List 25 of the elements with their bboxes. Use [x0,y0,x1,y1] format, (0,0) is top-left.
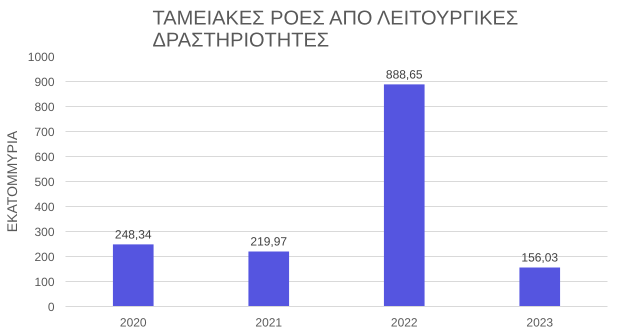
y-tick-label: 0 [48,300,55,314]
y-tick-label: 700 [34,125,55,139]
y-tick-label: 600 [34,150,55,164]
x-tick-label: 2020 [120,316,147,329]
bar [248,252,290,306]
y-tick-label: 1000 [28,50,55,64]
y-tick-label: 200 [34,250,55,264]
y-axis-title: ΕΚΑΤΟΜΜΥΡΙΑ [4,130,20,232]
data-label: 248,34 [114,227,152,242]
data-label: 888,65 [386,67,423,82]
chart-title: ΤΑΜΕΙΑΚΕΣ ΡΟΕΣ ΑΠΟ ΛΕΙΤΟΥΡΓΙΚΕΣ ΔΡΑΣΤΗΡΙΟΤΗΤΕΣ [152,8,518,52]
bar [519,267,560,306]
bar [384,84,425,306]
y-tick-label: 100 [34,275,55,289]
x-tick-label: 2021 [255,316,282,329]
data-label: 156,03 [521,250,558,264]
x-tick-label: 2023 [526,316,554,329]
bar [112,244,154,306]
y-tick-label: 300 [34,225,55,239]
y-tick-label: 800 [34,100,55,114]
data-label: 219,97 [250,234,288,249]
x-tick-label: 2022 [390,316,418,329]
y-tick-label: 400 [34,200,55,214]
y-tick-label: 900 [34,75,55,89]
y-tick-label: 500 [34,175,55,189]
